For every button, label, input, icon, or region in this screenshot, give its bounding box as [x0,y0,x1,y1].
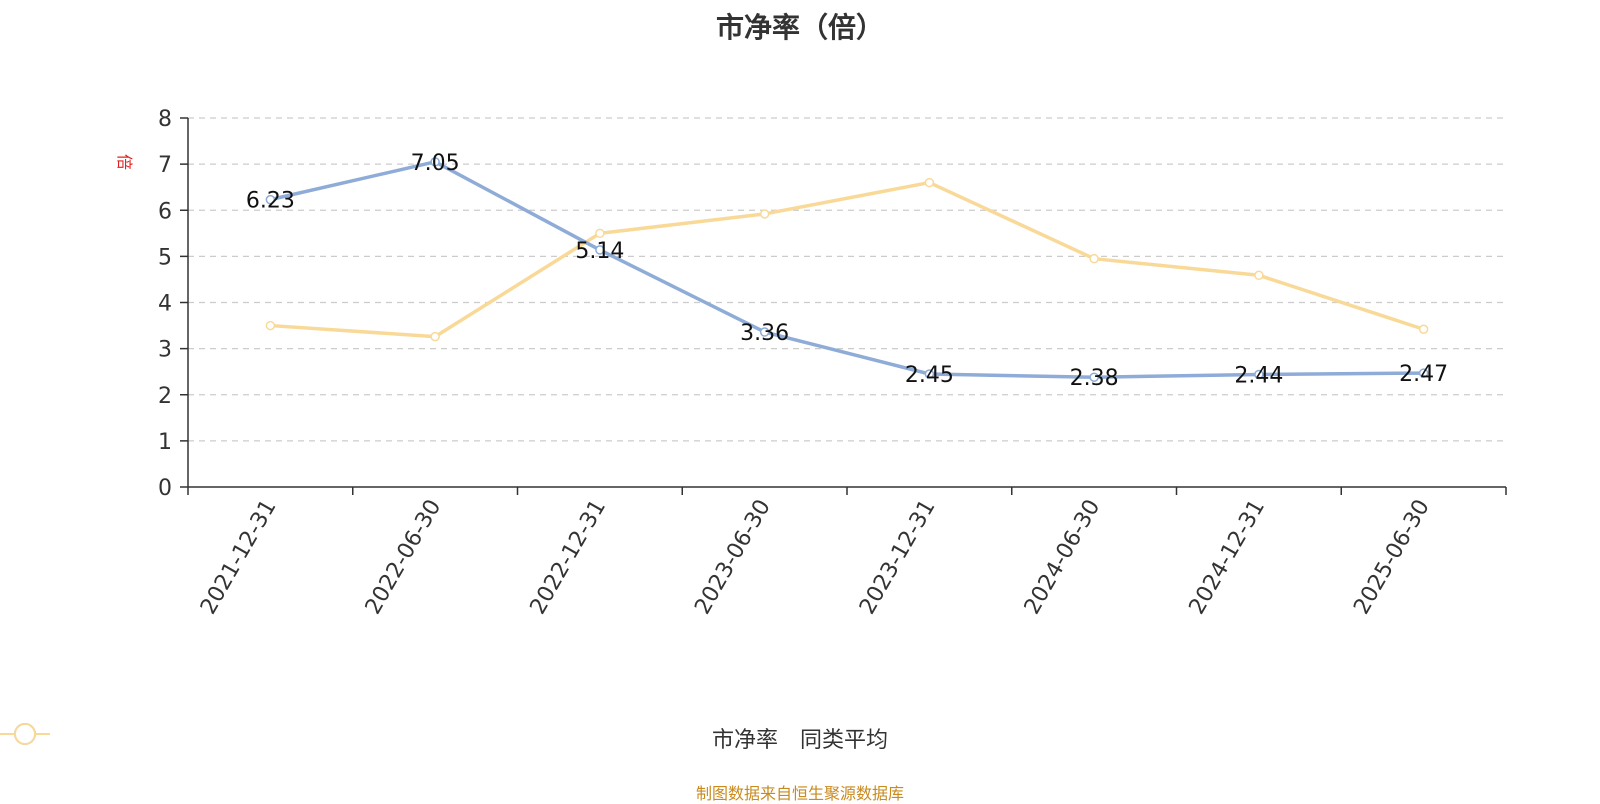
data-point [924,369,935,379]
legend-label-peer-avg: 同类平均 [800,728,889,753]
data-point [595,245,605,255]
y-tick-label: 0 [158,476,172,501]
data-point [1089,372,1099,382]
x-tick-label: 2025-06-30 [1349,496,1435,619]
data-label: 2.45 [905,363,954,388]
legend-item-pb[interactable]: 市净率 [0,722,778,754]
legend-item-peer-avg[interactable]: 同类平均 [0,722,889,754]
data-label: 3.36 [740,321,789,346]
y-tick-label: 1 [158,430,172,455]
data-label: 5.14 [575,239,624,264]
y-tick-label: 4 [158,292,172,317]
data-point [759,209,770,219]
y-tick-label: 8 [158,107,172,132]
data-label: 2.38 [1070,366,1119,391]
x-tick-label: 2024-12-31 [1184,496,1270,619]
series-line-0 [269,160,1424,379]
chart-title: 市净率（倍） [715,11,884,44]
data-point [265,320,276,331]
series-line-1 [270,180,1425,339]
x-tick-label: 2023-12-31 [855,496,941,619]
legend-label-pb: 市净率 [711,728,778,753]
chart-plot: 0 1 2 3 4 5 6 7 8 2021-12-31 2022-06-30 2022-12-31 2… [158,107,1507,619]
y-tick-label: 2 [158,384,172,409]
data-point [1254,270,1264,281]
y-tick-label: 3 [158,338,172,363]
data-label: 7.05 [411,151,460,176]
data-point [759,327,770,337]
data-point [1418,368,1429,378]
y-tick-label: 7 [158,153,172,178]
data-point [265,194,276,205]
data-point [924,177,935,188]
x-tick-label: 2023-06-30 [690,496,776,619]
x-tick-label: 2021-12-31 [196,496,282,619]
data-point [1418,324,1429,335]
y-tick-label: 6 [158,199,172,224]
x-tick-label: 2022-06-30 [361,496,447,619]
data-point [1254,369,1264,380]
y-tick-label: 5 [158,245,172,270]
data-point [595,228,605,239]
data-point [430,331,440,342]
data-point [430,157,440,167]
x-tick-label: 2024-06-30 [1020,496,1106,619]
data-label: 2.44 [1234,363,1283,388]
legend: 市净率 同类平均 [0,722,1600,754]
source-note: 制图数据来自恒生聚源数据库 [695,784,904,803]
legend-marker-peer-avg [0,723,50,745]
data-point [1089,253,1099,264]
data-label: 6.23 [246,189,295,214]
data-label: 2.47 [1399,362,1448,387]
x-tick-label: 2022-12-31 [525,496,611,619]
